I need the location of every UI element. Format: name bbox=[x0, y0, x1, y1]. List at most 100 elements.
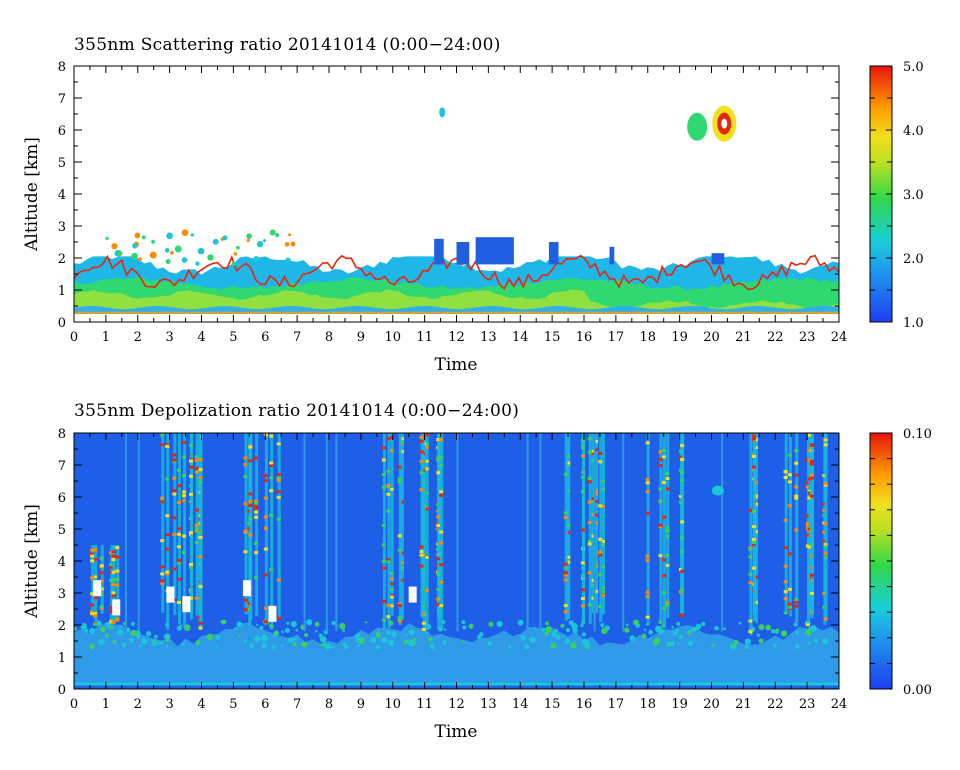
aerosol-speck bbox=[687, 640, 694, 647]
depol-speck bbox=[665, 471, 670, 475]
x-tick-label: 2 bbox=[134, 697, 142, 712]
depol-speck bbox=[590, 596, 595, 600]
depol-speck bbox=[263, 573, 268, 577]
aerosol-speck bbox=[280, 644, 284, 647]
depol-speck bbox=[160, 496, 165, 500]
aerosol-speck bbox=[404, 634, 408, 637]
depol-speck bbox=[189, 459, 194, 463]
depol-speck bbox=[160, 433, 165, 437]
aerosol-speck bbox=[249, 642, 254, 648]
aerosol-speck bbox=[131, 252, 138, 260]
aerosol-speck bbox=[269, 229, 276, 236]
aerosol-speck bbox=[643, 628, 647, 632]
depol-speck bbox=[566, 454, 571, 458]
depol-speck bbox=[783, 546, 788, 550]
depol-streak bbox=[808, 433, 812, 615]
aerosol-speck bbox=[153, 639, 157, 643]
depol-speck bbox=[176, 577, 181, 581]
depol-speck bbox=[397, 534, 402, 538]
depol-speck bbox=[189, 562, 194, 566]
depol-speck bbox=[809, 462, 814, 466]
aerosol-speck bbox=[286, 621, 290, 625]
depol-speck bbox=[751, 509, 756, 513]
aerosol-speck bbox=[134, 232, 141, 239]
depol-speck bbox=[172, 458, 177, 462]
aerosol-speck bbox=[795, 631, 799, 635]
depol-speck bbox=[160, 500, 165, 504]
depol-speck bbox=[594, 513, 599, 517]
depol-speck bbox=[263, 547, 268, 551]
depol-speck bbox=[176, 468, 181, 472]
depol-speck bbox=[563, 515, 568, 519]
aerosol-speck bbox=[425, 631, 429, 634]
surface-line bbox=[74, 311, 839, 314]
aerosol-speck bbox=[139, 644, 142, 648]
thin-streak bbox=[303, 433, 306, 632]
depol-speck bbox=[269, 476, 274, 480]
aerosol-speck bbox=[744, 645, 749, 649]
depol-speck bbox=[254, 510, 259, 514]
depol-speck bbox=[594, 492, 599, 496]
aerosol-speck bbox=[320, 643, 323, 646]
depol-speck bbox=[809, 473, 814, 477]
depol-speck bbox=[439, 438, 444, 442]
x-tick-label: 22 bbox=[767, 697, 784, 712]
depol-speck bbox=[243, 529, 248, 533]
depol-speck bbox=[809, 476, 814, 480]
depol-speck bbox=[198, 480, 203, 484]
x-tick-label: 6 bbox=[261, 697, 269, 712]
depol-speck bbox=[254, 551, 259, 555]
depol-speck bbox=[807, 491, 812, 495]
aerosol-speck bbox=[237, 634, 241, 637]
depol-speck bbox=[176, 484, 181, 488]
depol-speck bbox=[397, 465, 402, 469]
y-tick-label: 3 bbox=[58, 587, 66, 602]
aerosol-speck bbox=[572, 628, 578, 634]
depol-speck bbox=[99, 571, 104, 575]
depol-speck bbox=[783, 518, 788, 522]
depol-speck bbox=[194, 455, 199, 459]
depol-streak bbox=[662, 433, 666, 628]
depol-speck bbox=[419, 564, 424, 568]
depol-speck bbox=[754, 481, 759, 485]
depol-speck bbox=[243, 598, 248, 602]
y-axis: 0 1 2 3 4 5 6 7 8 bbox=[58, 60, 839, 331]
depol-speck bbox=[247, 509, 252, 513]
aerosol-speck bbox=[88, 643, 95, 650]
depol-speck bbox=[823, 438, 828, 442]
saturated-region bbox=[408, 586, 417, 603]
aerosol-speck bbox=[675, 628, 679, 632]
depol-speck bbox=[809, 591, 814, 595]
depol-speck bbox=[397, 604, 402, 608]
aerosol-speck bbox=[805, 629, 812, 636]
y-tick-label: 6 bbox=[58, 491, 66, 506]
depol-speck bbox=[160, 565, 165, 569]
depol-speck bbox=[389, 588, 394, 592]
aerosol-speck bbox=[165, 259, 171, 265]
aerosol-speck bbox=[195, 261, 200, 266]
depol-speck bbox=[160, 581, 165, 585]
depol-speck bbox=[254, 576, 259, 580]
y-tick-label: 0 bbox=[58, 683, 66, 698]
depol-speck bbox=[783, 597, 788, 601]
depol-speck bbox=[822, 508, 827, 512]
depol-speck bbox=[678, 449, 683, 453]
depol-speck bbox=[661, 480, 666, 484]
depol-speck bbox=[809, 459, 814, 463]
aerosol-speck bbox=[301, 641, 308, 648]
depol-speck bbox=[194, 523, 199, 527]
thin-streak bbox=[125, 433, 127, 632]
x-tick-label: 9 bbox=[357, 697, 365, 712]
depol-speck bbox=[111, 558, 116, 562]
depol-speck bbox=[99, 606, 104, 610]
x-tick-label: 7 bbox=[293, 697, 301, 712]
depol-speck bbox=[436, 602, 441, 606]
depol-speck bbox=[276, 490, 281, 494]
depol-speck bbox=[172, 492, 177, 496]
depol-streak bbox=[666, 433, 670, 619]
colorbar-tick-label: 3.0 bbox=[903, 188, 924, 203]
depol-speck bbox=[198, 468, 203, 472]
aerosol-speck bbox=[407, 639, 415, 647]
depol-speck bbox=[189, 465, 194, 469]
aerosol-speck bbox=[688, 630, 691, 633]
